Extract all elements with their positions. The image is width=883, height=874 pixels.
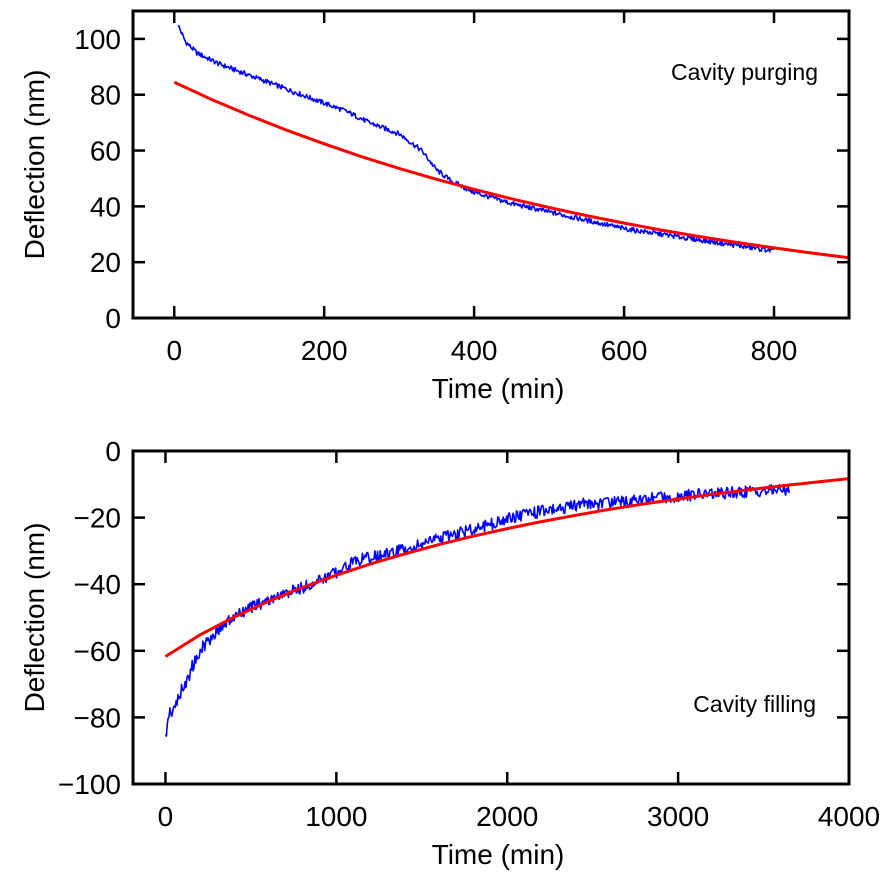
y-tick-label: −20: [74, 503, 122, 534]
measurement-line: [164, 483, 790, 737]
x-axis-label: Time (min): [432, 839, 565, 870]
x-tick-label: 4000: [818, 801, 880, 832]
x-tick-label: 400: [451, 335, 498, 366]
y-tick-label: 20: [90, 247, 121, 278]
series-group: [164, 477, 849, 737]
y-axis-label: Deflection (nm): [19, 70, 50, 260]
plot-frame: [131, 449, 851, 786]
y-tick-label: −40: [74, 569, 122, 600]
x-tick-label: 600: [601, 335, 648, 366]
y-tick-label: 40: [90, 191, 121, 222]
series-group: [173, 24, 849, 260]
chart-purging: 0 200 400 600 800 0 20 40 60 80 100 Time (min) Defle…: [19, 9, 851, 404]
x-tick-label: 0: [158, 801, 174, 832]
x-tick-label: 2000: [476, 801, 538, 832]
y-axis-label: Deflection (nm): [19, 523, 50, 713]
x-tick-label: 800: [751, 335, 798, 366]
chart-annotation: Cavity purging: [671, 59, 818, 85]
x-tick-label: 3000: [647, 801, 709, 832]
y-tick-label: 80: [90, 80, 121, 111]
y-tick-label: −60: [74, 636, 122, 667]
fit-line: [164, 477, 849, 658]
chart-annotation: Cavity filling: [693, 691, 816, 717]
x-tick-label: 1000: [305, 801, 367, 832]
y-tick-label: −80: [74, 702, 122, 733]
y-tick-label: 100: [74, 24, 121, 55]
y-tick-label: 60: [90, 136, 121, 167]
x-tick-label: 0: [166, 335, 182, 366]
plot-frame: [131, 9, 851, 320]
y-tick-label: 0: [105, 436, 121, 467]
x-axis-label: Time (min): [432, 373, 565, 404]
y-tick-label: 0: [105, 303, 121, 334]
chart-filling: 0 1000 2000 3000 4000 −100 −80 −60 −40 −20 0 Time (…: [19, 436, 880, 870]
fit-line: [173, 80, 849, 260]
measurement-line: [177, 24, 775, 253]
x-tick-label: 200: [301, 335, 348, 366]
y-tick-label: −100: [58, 769, 121, 800]
